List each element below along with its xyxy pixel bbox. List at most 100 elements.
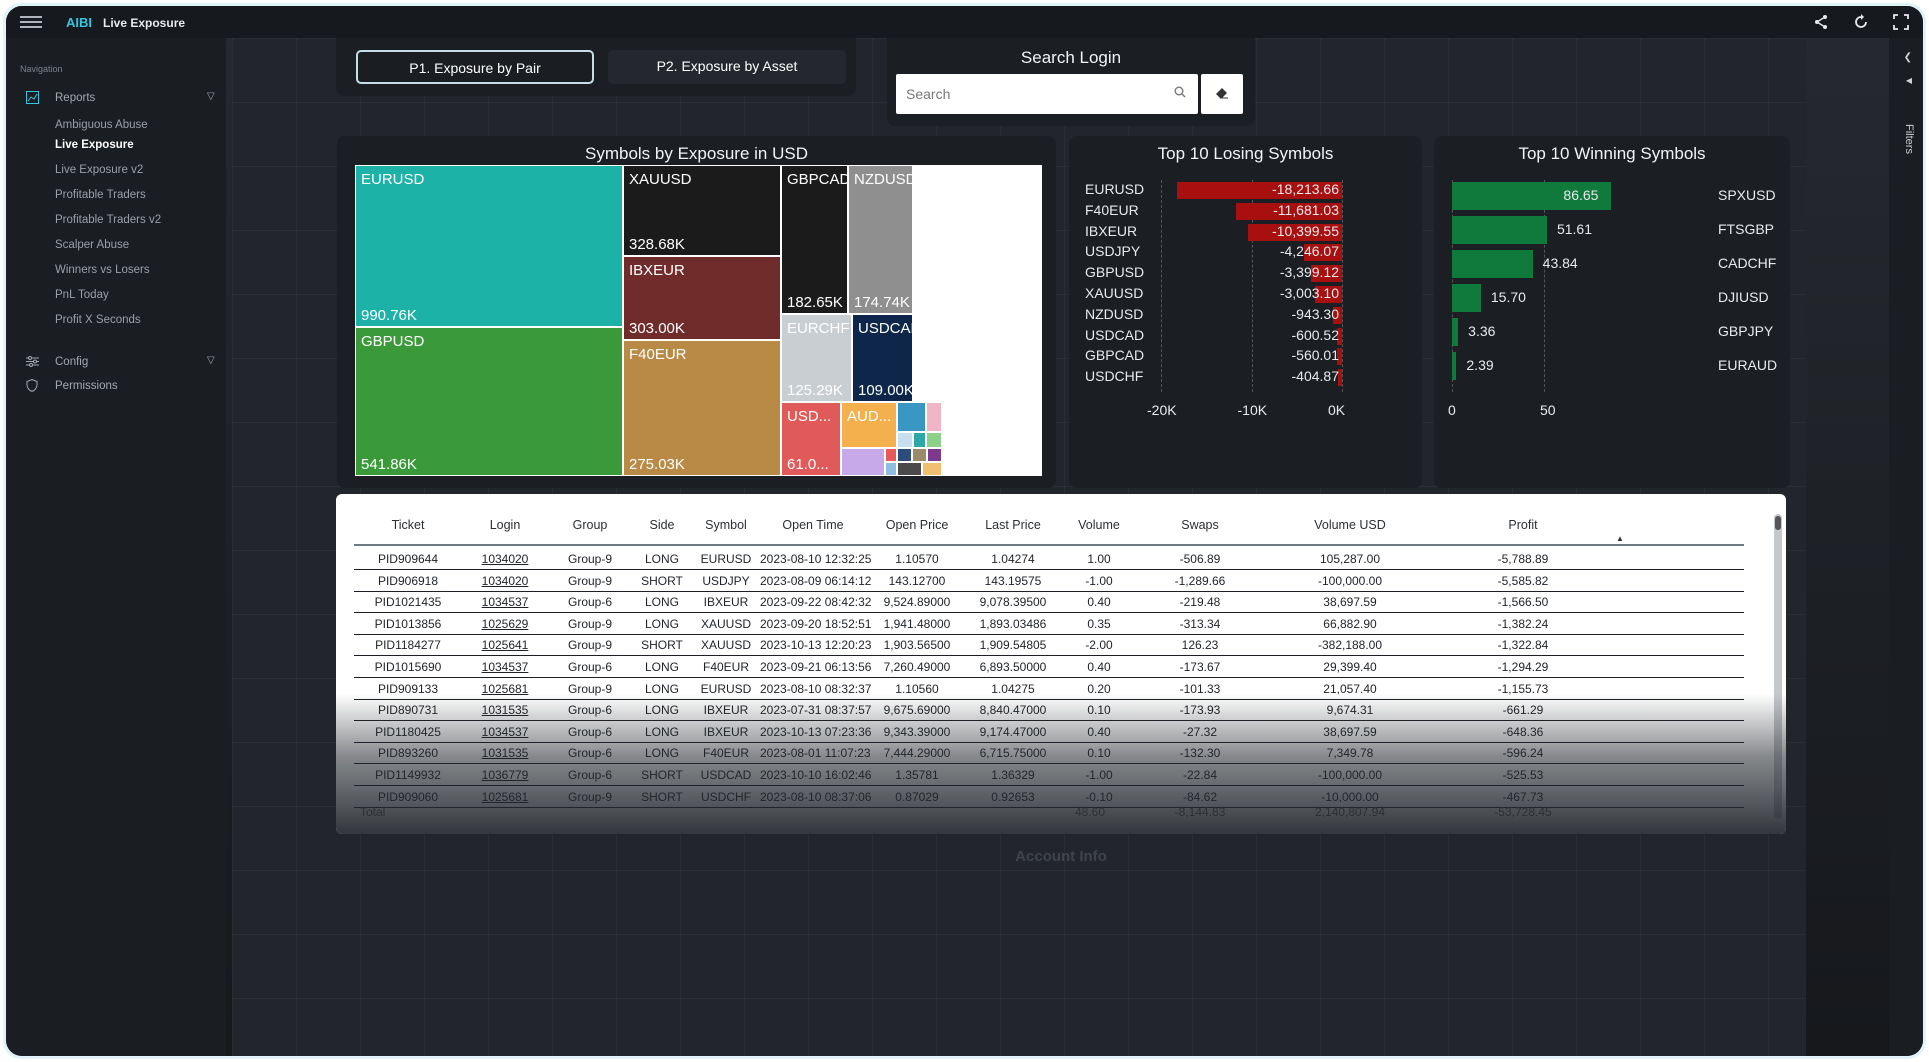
treemap-cell-small[interactable] [913,432,926,448]
login-link[interactable]: 1034020 [481,552,529,566]
sort-asc-icon[interactable]: ▲ [1616,534,1624,543]
table-row[interactable]: PID1149932 1036779 Group-6 SHORT USDCAD 2023-… [354,764,1744,786]
losing-bar[interactable] [1236,202,1342,220]
losing-bar[interactable] [1177,182,1342,199]
treemap-cell-eurchf[interactable]: EURCHF 125.29K [781,314,852,402]
filters-strip[interactable]: ❮ ◀ Filters [1889,38,1923,1056]
login-link[interactable]: 1036779 [481,768,529,782]
column-header[interactable]: Open Time [782,518,844,532]
scrollbar-thumb[interactable] [1775,516,1781,530]
table-row[interactable]: PID909644 1034020 Group-9 LONG EURUSD 2023-08… [354,548,1744,570]
treemap-cell-eurusd[interactable]: EURUSD 990.76K [355,165,623,327]
sidebar-subitem[interactable]: Scalper Abuse [55,239,130,251]
losing-bar[interactable] [1333,306,1342,324]
column-header[interactable]: Volume USD [1314,518,1386,532]
losing-bar[interactable] [1311,265,1342,283]
refresh-icon[interactable] [1852,14,1870,32]
sidebar-subitem[interactable]: Ambiguous Abuse [55,119,148,131]
collapse-arrow-icon[interactable]: ❮ [1903,52,1912,63]
fullscreen-icon[interactable] [1892,14,1910,32]
treemap-cell-small[interactable] [897,448,912,462]
column-header[interactable]: Open Price [885,518,949,532]
sidebar-subitem[interactable]: Profitable Traders v2 [55,214,162,226]
search-box[interactable] [896,74,1198,114]
sidebar-item-permissions[interactable]: Permissions [6,376,226,398]
sidebar-item-config[interactable]: Config ▽ [6,352,226,374]
login-link[interactable]: 1034537 [481,660,529,674]
login-link[interactable]: 1025641 [481,638,529,653]
login-link[interactable]: 1025681 [481,681,529,696]
treemap-cell-small[interactable] [897,462,922,476]
column-header[interactable]: Group [572,518,608,532]
login-link[interactable]: 1034537 [481,724,529,739]
treemap-cell-small[interactable] [922,462,942,476]
table-row[interactable]: PID893260 1031535 Group-6 LONG F40EUR 2023-08… [354,742,1744,765]
table-row[interactable]: PID1021435 1034537 Group-6 LONG IBXEUR 2023-0… [354,591,1744,614]
treemap-cell-small[interactable] [841,448,885,476]
tab-exposure-by-pair[interactable]: P1. Exposure by Pair [356,50,594,84]
treemap-cell-small[interactable] [897,402,926,432]
treemap-cell-small[interactable] [926,402,942,432]
column-header[interactable]: Ticket [391,518,425,532]
login-link[interactable]: 1025629 [481,616,529,631]
sidebar-subitem[interactable]: Winners vs Losers [55,264,150,276]
column-header[interactable]: Swaps [1181,518,1219,532]
treemap-cell-usdcad[interactable]: USDCAD 109.00K [852,314,913,402]
treemap-cell-aud-other[interactable]: AUD... [841,402,897,448]
sidebar-subitem[interactable]: Live Exposure v2 [55,164,144,176]
treemap-cell-small[interactable] [885,448,897,462]
share-icon[interactable] [1812,14,1830,32]
table-row[interactable]: PID1015690 1034537 Group-6 LONG F40EUR 2023-0… [354,656,1744,678]
sidebar-subitem[interactable]: Profitable Traders [55,189,146,201]
table-row[interactable]: PID1180425 1034537 Group-6 LONG IBXEUR 2023-1… [354,721,1744,743]
sidebar-subitem[interactable]: Profit X Seconds [55,314,141,326]
winning-bar[interactable] [1452,250,1533,278]
sidebar-subitem-active[interactable]: Live Exposure [55,139,134,151]
treemap-cell-small[interactable] [897,432,913,448]
treemap-cell-nzdusd[interactable]: NZDUSD 174.74K [848,165,913,314]
treemap-cell-small[interactable] [885,462,897,476]
sidebar-item-reports[interactable]: Reports ▽ [6,88,226,110]
column-header[interactable]: Last Price [985,518,1041,532]
column-header[interactable]: Symbol [705,518,747,532]
table-row[interactable]: PID906918 1034020 Group-9 SHORT USDJPY 2023-0… [354,570,1744,592]
winning-bar[interactable] [1452,182,1612,210]
treemap-cell-small[interactable] [912,448,927,462]
table-row[interactable]: PID890731 1031535 Group-6 LONG IBXEUR 2023-07… [354,699,1744,722]
filters-label[interactable]: Filters [1903,124,1915,154]
login-link[interactable]: 1034020 [481,573,529,588]
losing-bar[interactable] [1303,244,1342,262]
treemap-cell-f40eur[interactable]: F40EUR 275.03K [623,340,781,476]
table-row[interactable]: PID1013856 1025629 Group-9 LONG XAUUSD 2023-0… [354,613,1744,635]
search-icon[interactable] [1174,86,1186,101]
column-header[interactable]: Profit [1508,518,1538,532]
table-scrollbar[interactable] [1774,514,1782,819]
treemap-cell-xauusd[interactable]: XAUUSD 328.68K [623,165,781,256]
losing-bar[interactable] [1338,369,1342,387]
login-link[interactable]: 1034537 [481,595,529,610]
treemap-cell-usd-other[interactable]: USD... 61.0... [781,402,841,476]
winning-bar[interactable] [1452,216,1547,244]
column-header[interactable]: Login [489,518,521,532]
login-link[interactable]: 1025681 [481,789,529,804]
sidebar-subitem[interactable]: PnL Today [55,289,109,301]
table-row[interactable]: PID1184277 1025641 Group-9 SHORT XAUUSD 2023-… [354,634,1744,657]
table-row[interactable]: PID909133 1025681 Group-9 LONG EURUSD 2023-08… [354,678,1744,700]
losing-bar[interactable] [1336,327,1342,345]
winning-bar[interactable] [1452,284,1481,312]
login-link[interactable]: 1031535 [481,746,529,761]
winning-bar[interactable] [1452,352,1457,380]
column-header[interactable]: Volume [1078,518,1120,532]
tab-exposure-by-asset[interactable]: P2. Exposure by Asset [608,50,846,84]
column-header[interactable]: Side [649,518,675,532]
losing-bar[interactable] [1247,223,1342,241]
treemap-cell-small[interactable] [927,448,942,462]
treemap-cell-gbpusd[interactable]: GBPUSD 541.86K [355,327,623,476]
winning-bar[interactable] [1452,318,1459,346]
losing-bar[interactable] [1314,286,1342,303]
clear-search-button[interactable] [1201,74,1243,114]
search-input[interactable] [906,82,1156,106]
treemap-cell-gbpcad[interactable]: GBPCAD 182.65K [781,165,848,314]
treemap-cell-ibxeur[interactable]: IBXEUR 303.00K [623,256,781,340]
login-link[interactable]: 1031535 [481,703,529,718]
